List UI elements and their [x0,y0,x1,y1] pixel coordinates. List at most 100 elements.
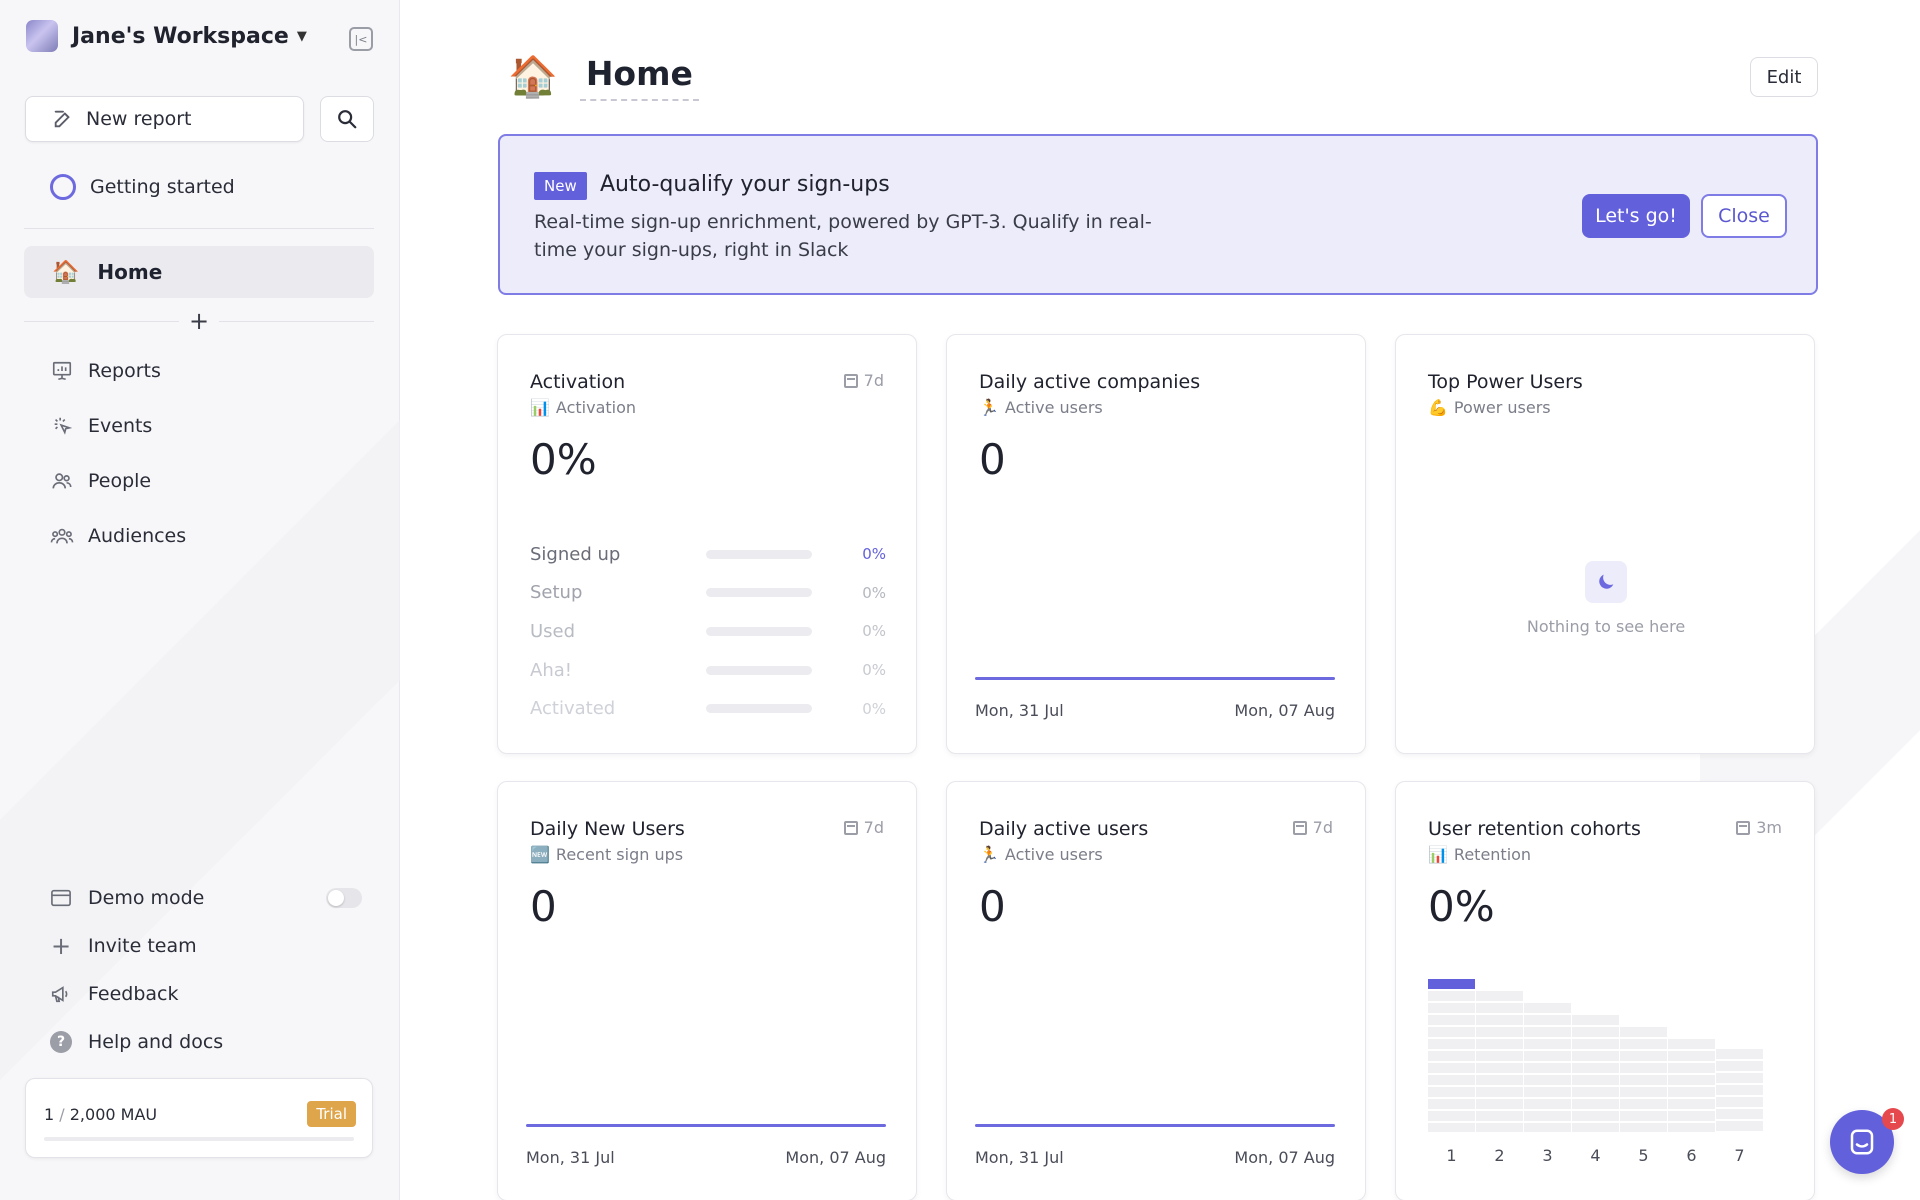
sidebar-item-reports[interactable]: Reports [50,343,186,398]
add-dashboard-row: + [24,307,374,335]
chart-line [975,677,1335,680]
funnel-label: Activated [530,698,616,720]
funnel-value: 0% [862,622,886,641]
people-icon [50,469,74,493]
events-icon [50,414,74,438]
sidebar-item-home[interactable]: 🏠 Home [24,246,374,298]
top-power-users-card[interactable]: Top Power Users 💪 Power users Nothing to … [1395,334,1815,754]
edit-button[interactable]: Edit [1750,57,1818,97]
feedback-item[interactable]: Feedback [50,970,362,1018]
x-axis-start: Mon, 31 Jul [975,1148,1064,1167]
card-range[interactable]: 7d [843,371,884,390]
chat-icon [1850,1129,1874,1155]
card-value: 0% [530,435,597,484]
bar-chart-icon: 📊 [1428,845,1448,864]
demo-mode-item[interactable]: Demo mode [50,874,362,922]
sidebar-bottom-nav: Demo mode + Invite team Feedback ? Help … [50,874,362,1066]
search-icon [338,110,357,129]
sidebar-divider [24,228,374,229]
card-subtitle: 🏃 Active users [979,398,1103,417]
card-range[interactable]: 7d [1292,818,1333,837]
card-title: Activation [530,371,626,393]
mau-usage-card[interactable]: 1 / 2,000 MAU Trial [25,1078,373,1158]
chart-line [975,1124,1335,1127]
cohort-x-label: 1 [1446,1146,1457,1165]
help-docs-label: Help and docs [88,1031,224,1053]
new-report-button[interactable]: New report [25,96,304,142]
cohort-column [1428,979,1475,1132]
subtitle-label: Active users [1004,398,1103,417]
card-title: User retention cohorts [1428,818,1641,840]
retention-cohort-grid [1428,977,1764,1132]
cohort-column [1572,1015,1619,1132]
search-button[interactable] [320,96,374,142]
sidebar-item-label: Events [88,414,153,437]
page-title[interactable]: Home [579,52,699,101]
lets-go-button[interactable]: Let's go! [1582,194,1690,238]
workspace-switcher[interactable]: Jane's Workspace ▼ [26,20,307,52]
card-title: Daily New Users [530,818,685,840]
sidebar-item-events[interactable]: Events [50,398,186,453]
collapse-sidebar-icon[interactable]: |< [349,27,373,51]
sidebar-item-people[interactable]: People [50,453,186,508]
card-title: Daily active users [979,818,1149,840]
cohort-column [1716,1049,1763,1132]
subtitle-label: Active users [1004,845,1103,864]
mau-text: 1 / 2,000 MAU [44,1105,158,1124]
close-button[interactable]: Close [1701,194,1787,238]
cohort-x-label: 6 [1686,1146,1697,1165]
funnel-row: Aha! 0% [530,651,886,690]
funnel-value: 0% [862,699,886,718]
sidebar-item-label: Audiences [88,524,187,547]
funnel-label: Aha! [530,659,572,681]
daily-active-companies-card[interactable]: Daily active companies 🏃 Active users 0 M… [946,334,1366,754]
funnel-label: Used [530,620,576,642]
plus-icon: + [50,932,72,960]
page-header: 🏠 Home [508,52,699,101]
activation-funnel: Signed up 0% Setup 0% Used 0% Aha! 0% Activa… [530,535,886,728]
cohort-column [1620,1027,1667,1132]
cohort-x-label: 2 [1494,1146,1505,1165]
card-subtitle: 💪 Power users [1428,398,1551,417]
audiences-icon [50,524,74,548]
sidebar-item-audiences[interactable]: Audiences [50,508,186,563]
calendar-icon [843,373,858,388]
invite-team-item[interactable]: + Invite team [50,922,362,970]
daily-active-users-card[interactable]: Daily active users 7d 🏃 Active users 0 Mo… [946,781,1366,1200]
banner-description: Real-time sign-up enrichment, powered by… [534,211,1152,261]
trial-badge: Trial [307,1101,356,1127]
house-icon: 🏠 [52,259,80,285]
house-icon[interactable]: 🏠 [508,54,558,100]
workspace-avatar [26,20,58,52]
reports-icon [50,359,74,383]
new-badge: New [534,172,587,200]
empty-state-text: Nothing to see here [1526,617,1686,636]
empty-state: Nothing to see here [1396,561,1814,636]
runner-icon: 🏃 [979,845,999,864]
funnel-bar [706,704,812,714]
funnel-row: Setup 0% [530,574,886,613]
megaphone-icon [51,986,68,1003]
calendar-icon [843,820,858,835]
invite-team-label: Invite team [88,935,197,957]
funnel-row: Activated 0% [530,689,886,728]
demo-mode-toggle[interactable] [326,888,362,908]
funnel-bar [706,549,812,559]
card-range[interactable]: 3m [1736,818,1782,837]
cohort-x-label: 5 [1638,1146,1649,1165]
runner-icon: 🏃 [979,398,999,417]
flexed-biceps-icon: 💪 [1428,398,1448,417]
daily-new-users-card[interactable]: Daily New Users 7d 🆕 Recent sign ups 0 Mo… [497,781,917,1200]
subtitle-label: Recent sign ups [555,845,684,864]
user-retention-cohorts-card[interactable]: User retention cohorts 3m 📊 Retention 0% … [1395,781,1815,1200]
subtitle-label: Retention [1453,845,1532,864]
card-subtitle: 📊 Activation [530,398,636,417]
chevron-down-icon: ▼ [296,28,307,44]
x-axis-start: Mon, 31 Jul [975,701,1064,720]
card-range[interactable]: 7d [843,818,884,837]
add-dashboard-button[interactable]: + [188,307,210,335]
activation-card[interactable]: Activation 7d 📊 Activation 0% Signed up 0%… [497,334,917,754]
help-docs-item[interactable]: ? Help and docs [50,1018,362,1066]
x-axis-end: Mon, 07 Aug [785,1148,886,1167]
getting-started-item[interactable]: Getting started [50,174,235,200]
